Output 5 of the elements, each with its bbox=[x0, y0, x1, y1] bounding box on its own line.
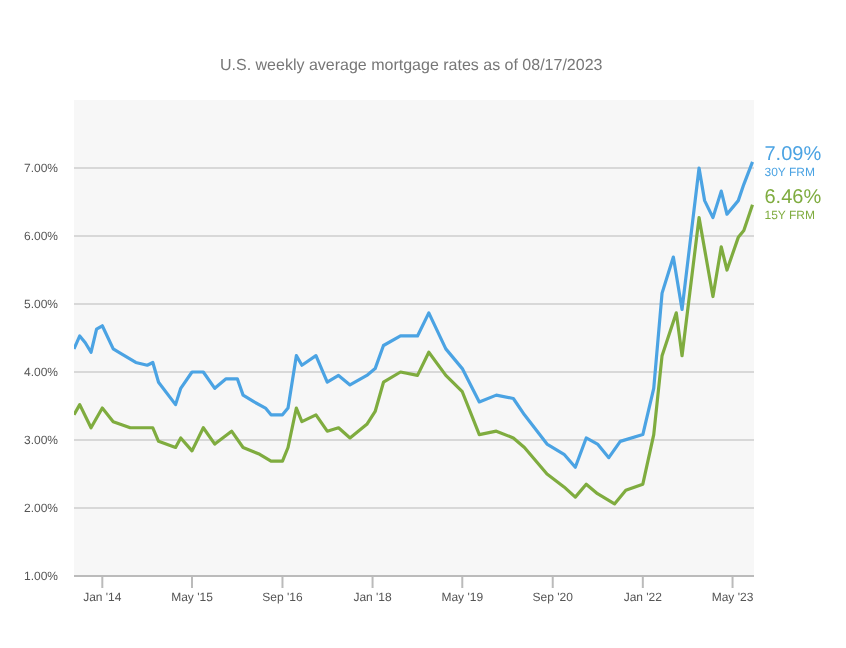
data-label: 7.09% bbox=[764, 143, 822, 166]
line-series bbox=[74, 203, 754, 506]
line-series bbox=[74, 160, 754, 469]
data-label: 6.46% bbox=[764, 186, 822, 209]
chart-subtitle: U.S. weekly average mortgage rates as of 08/17/2023 bbox=[220, 56, 603, 74]
